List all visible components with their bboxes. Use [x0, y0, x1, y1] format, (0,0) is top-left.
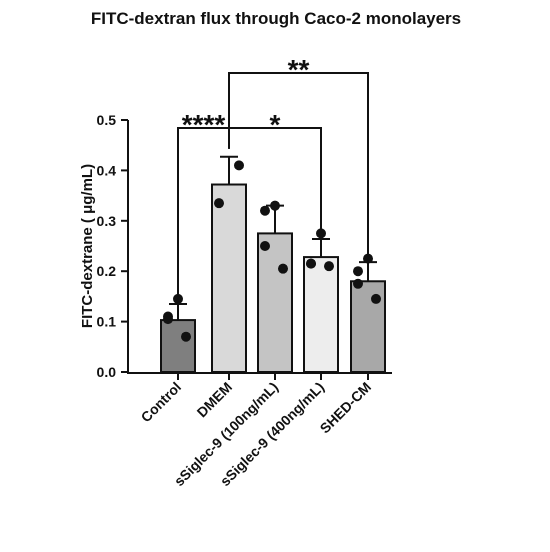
data-point: [181, 331, 191, 342]
y-tick-label: 0.2: [97, 263, 117, 279]
data-point: [163, 314, 173, 325]
y-tick-label: 0.0: [97, 364, 117, 380]
y-tick-label: 0.5: [97, 112, 117, 128]
data-point: [234, 160, 244, 171]
data-point: [260, 241, 270, 251]
data-point: [363, 253, 373, 264]
y-axis-label: FITC-dextrane ( μg/mL): [79, 164, 96, 328]
x-tick-label: Control: [138, 379, 185, 426]
error-bar: [312, 237, 330, 258]
y-tick-label: 0.4: [97, 162, 117, 178]
data-point: [306, 258, 316, 269]
x-tick-label: SHED-CM: [317, 379, 375, 437]
data-point: [371, 293, 381, 304]
significance-label: *: [270, 109, 281, 140]
data-point: [324, 261, 334, 272]
data-point: [270, 200, 280, 211]
y-tick-label: 0.1: [97, 314, 117, 330]
bar: [160, 319, 196, 374]
data-point: [173, 293, 183, 304]
data-point: [278, 263, 288, 274]
data-point: [353, 278, 363, 289]
data-point: [316, 228, 326, 239]
bar: [211, 183, 247, 373]
data-point: [214, 198, 224, 209]
bar: [257, 232, 293, 373]
significance-label: **: [288, 54, 310, 85]
error-bar: [220, 155, 238, 185]
chart-title: FITC-dextran flux through Caco-2 monolay…: [91, 9, 461, 28]
x-tick-label: DMEM: [194, 379, 236, 421]
significance-bracket: [228, 72, 369, 255]
data-point: [260, 205, 270, 216]
y-tick-label: 0.3: [97, 213, 117, 229]
bar: [350, 280, 386, 373]
bar: [303, 256, 339, 374]
significance-label: ****: [182, 109, 226, 140]
data-point: [353, 266, 363, 277]
error-bar: [169, 302, 187, 321]
